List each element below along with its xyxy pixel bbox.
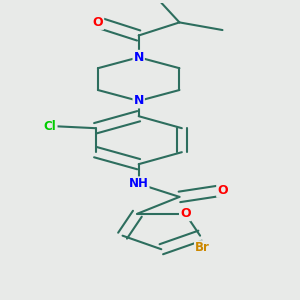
Text: O: O [180,207,190,220]
Text: NH: NH [129,177,148,190]
Text: N: N [134,51,144,64]
Text: N: N [134,94,144,107]
Text: O: O [93,16,103,29]
Text: Cl: Cl [44,119,57,133]
Text: Br: Br [195,241,210,254]
Text: O: O [217,184,228,197]
